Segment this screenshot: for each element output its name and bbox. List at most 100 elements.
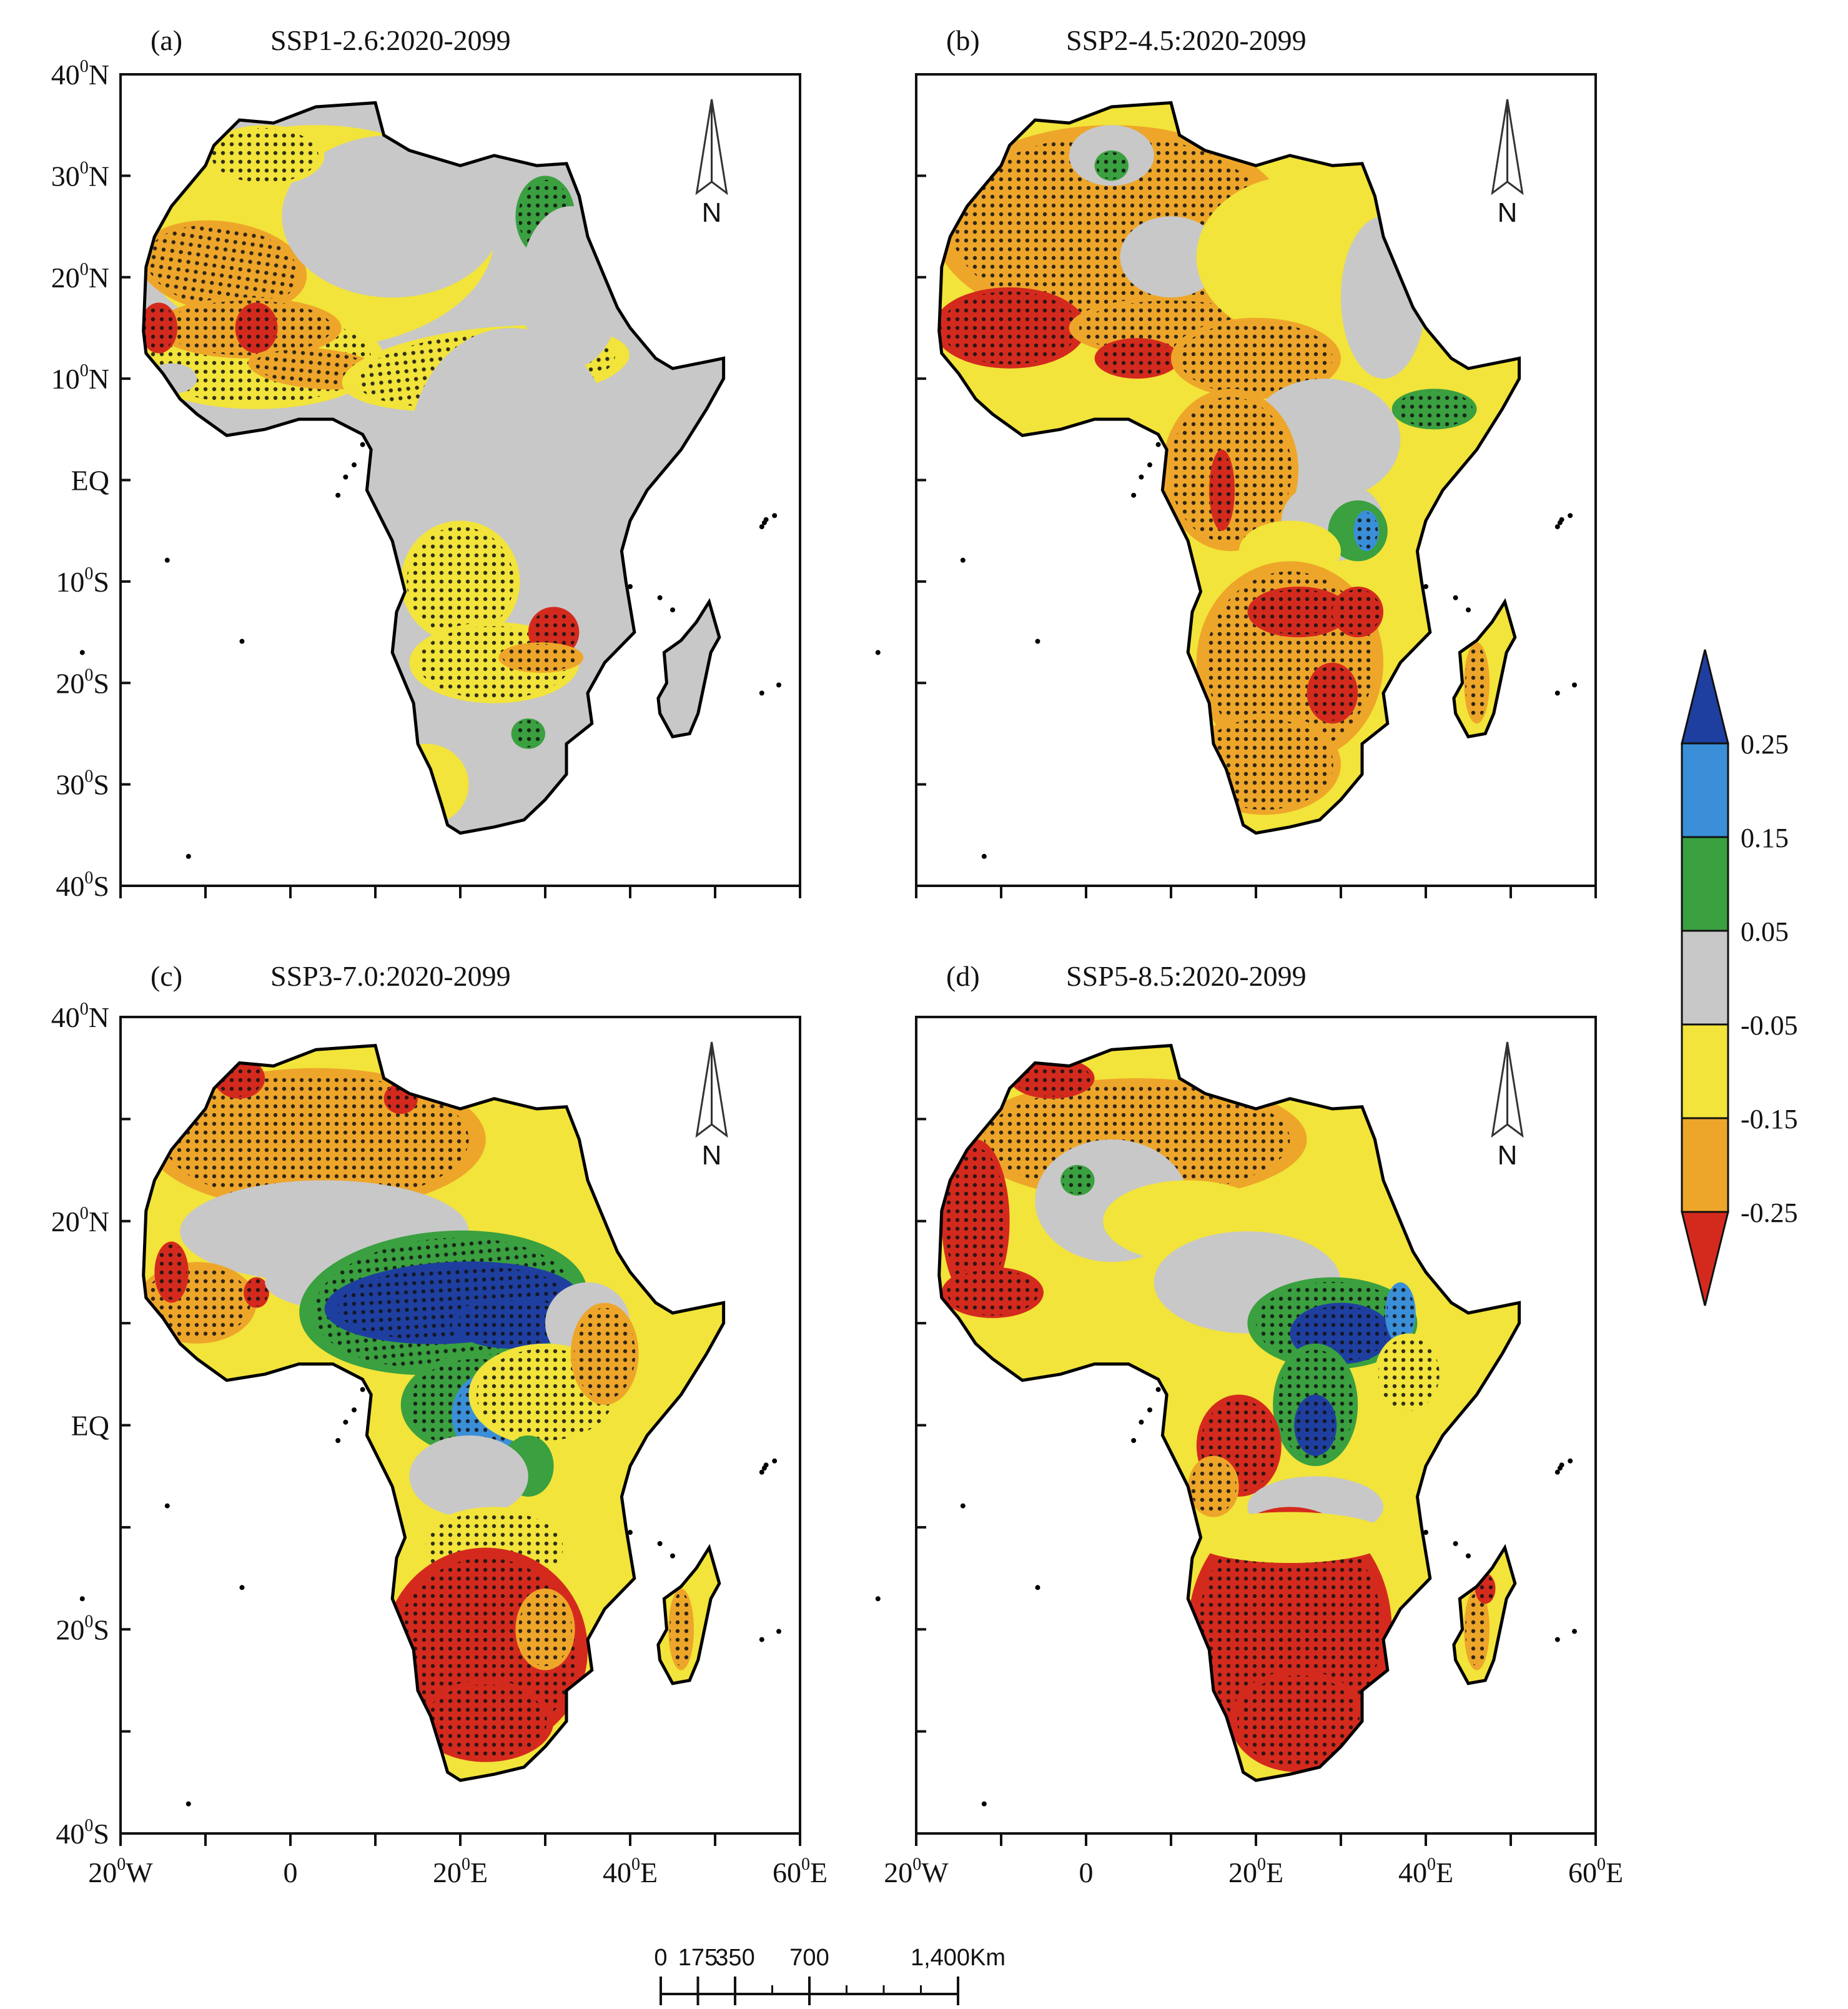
- legend-bin: [1681, 742, 1729, 838]
- island-dot: [759, 524, 764, 530]
- panel-letter: (d): [946, 960, 980, 992]
- island-dot: [1554, 690, 1560, 696]
- lat-label: EQ: [71, 1410, 109, 1442]
- significance-stipple: [1179, 322, 1333, 395]
- significance-stipple: [1014, 1059, 1090, 1097]
- island-dot: [776, 682, 781, 688]
- panel-title: SSP3-7.0:2020-2099: [270, 960, 511, 992]
- madagascar-coastline: [656, 598, 721, 739]
- island-dot: [1155, 1387, 1161, 1392]
- island-dot: [1453, 595, 1458, 600]
- legend-tick-label: 0.25: [1741, 729, 1789, 760]
- island-dot: [1147, 1407, 1152, 1412]
- significance-stipple: [245, 1279, 268, 1307]
- island-dot: [776, 1629, 781, 1634]
- island-dot: [772, 1458, 778, 1464]
- island-dot: [185, 1801, 191, 1807]
- africa-coastline: [937, 101, 1521, 835]
- legend-bin: [1681, 1211, 1729, 1306]
- significance-stipple: [513, 720, 544, 748]
- island-dot: [981, 853, 987, 859]
- panels: 400N 300N 200N 100N EQ 100S 200S 300S 400S (a) SSP…: [51, 24, 1623, 1888]
- significance-stipple: [1190, 1459, 1237, 1514]
- field-grey-region: [1120, 216, 1222, 298]
- north-arrow-icon: N: [1491, 99, 1524, 228]
- lon-label: 400E: [603, 1855, 658, 1888]
- north-arrow-icon: N: [695, 1041, 728, 1171]
- island-dot: [1554, 1469, 1560, 1475]
- lat-label: 300S: [56, 767, 109, 801]
- island-dot: [1557, 520, 1563, 525]
- significance-stipple: [1309, 665, 1356, 721]
- island-dot: [1131, 492, 1137, 498]
- lat-label: 400N: [51, 1000, 109, 1033]
- island-dot: [657, 1541, 663, 1547]
- island-dot: [239, 638, 245, 644]
- island-dot: [1572, 682, 1577, 688]
- island-dot: [360, 1387, 365, 1392]
- north-arrow-icon: N: [695, 99, 728, 228]
- island-dot: [343, 1419, 348, 1425]
- island-dot: [1139, 1419, 1144, 1425]
- island-dot: [628, 1530, 633, 1535]
- legend-bin: [1681, 1023, 1729, 1119]
- field-grey-region: [570, 379, 656, 500]
- island-dot: [759, 690, 764, 696]
- lat-label: 200S: [56, 1612, 109, 1645]
- legend-bin: [1681, 649, 1729, 745]
- significance-stipple: [518, 1592, 572, 1667]
- panel-title: SSP2-4.5:2020-2099: [1066, 24, 1307, 56]
- map-panel: 400N 200N EQ 200S 400S 200W 0 200E 400E 600E (c) SS…: [51, 960, 828, 1888]
- island-dot: [1139, 474, 1144, 480]
- significance-stipple: [1062, 1166, 1093, 1194]
- island-dot: [1035, 1585, 1040, 1590]
- island-dot: [335, 492, 341, 498]
- madagascar-coastline: [656, 1544, 721, 1685]
- lon-label: 200E: [1228, 1855, 1283, 1888]
- island-dot: [352, 1407, 357, 1412]
- north-label: N: [702, 1140, 722, 1171]
- island-dot: [1131, 1438, 1137, 1444]
- panel-letter: (c): [151, 960, 182, 992]
- panel-letter: (b): [946, 24, 980, 56]
- island-dot: [1466, 1553, 1471, 1559]
- island-dot: [1423, 583, 1428, 589]
- significance-stipple: [1096, 152, 1127, 180]
- island-dot: [960, 557, 966, 563]
- significance-stipple: [146, 225, 299, 309]
- island-dot: [761, 520, 767, 525]
- significance-stipple: [1210, 454, 1233, 527]
- island-dot: [670, 607, 675, 613]
- island-dot: [1035, 638, 1040, 644]
- island-dot: [1554, 1637, 1560, 1642]
- island-dot: [761, 1466, 767, 1471]
- panel-title: SSP5-8.5:2020-2099: [1066, 960, 1307, 992]
- panel-letter: (a): [151, 24, 182, 56]
- lon-label: 0: [284, 1857, 298, 1888]
- north-label: N: [702, 197, 722, 228]
- island-dot: [360, 442, 365, 447]
- significance-stipple: [1252, 589, 1345, 635]
- significance-stipple: [1386, 1285, 1415, 1341]
- island-dot: [1568, 513, 1573, 518]
- island-dot: [657, 595, 663, 600]
- scale-bar-label: 350: [715, 1945, 754, 1971]
- island-dot: [759, 1637, 764, 1642]
- field-grey-region: [409, 1435, 528, 1517]
- field-layer: [143, 1045, 724, 1780]
- legend-tick-label: -0.15: [1741, 1104, 1798, 1134]
- field-grey-region: [282, 135, 503, 298]
- scale-bar-label: 700: [789, 1945, 829, 1971]
- lon-label: 400E: [1398, 1855, 1453, 1888]
- island-dot: [164, 557, 170, 563]
- legend-bin: [1681, 930, 1729, 1026]
- island-dot: [79, 1596, 85, 1602]
- island-dot: [759, 1469, 764, 1475]
- legend-bin: [1681, 1117, 1729, 1213]
- island-dot: [185, 853, 191, 859]
- lat-label: EQ: [71, 465, 109, 497]
- island-dot: [670, 1553, 675, 1559]
- north-label: N: [1498, 197, 1518, 228]
- significance-stipple: [211, 128, 319, 183]
